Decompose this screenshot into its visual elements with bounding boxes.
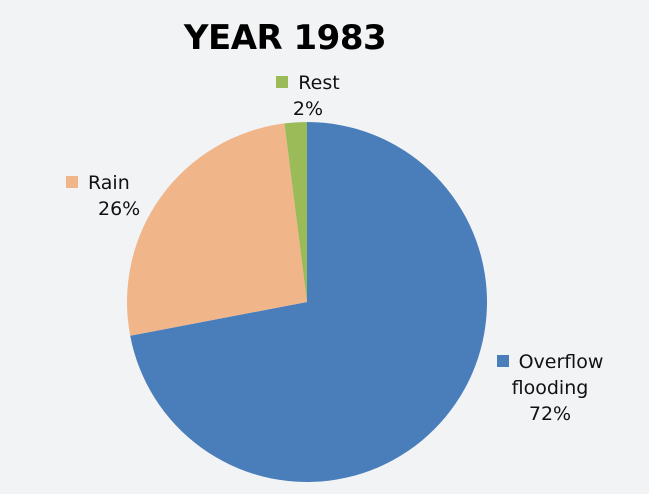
label-rain-name: Rain [88, 172, 130, 194]
slice-overflow-flooding [130, 122, 487, 482]
slice-rain [126, 123, 307, 336]
legend-swatch-rain [66, 176, 78, 188]
label-rest-name: Rest [298, 72, 340, 94]
label-rest-pct: 2% [292, 98, 324, 120]
legend-swatch-overflow [496, 355, 509, 367]
label-overflow-name-2: flooding [511, 377, 589, 399]
slice-rest [284, 122, 307, 302]
label-rain: Rain 26% [66, 170, 156, 222]
chart-title: YEAR 1983 [183, 18, 387, 58]
label-rain-pct: 26% [98, 198, 141, 220]
legend-swatch-rest [276, 76, 289, 88]
label-overflow-name-1: Overflow [518, 351, 604, 373]
label-overflow-flooding: Overflow flooding 72% [480, 349, 620, 427]
label-overflow-pct: 72% [528, 403, 572, 425]
label-rest: Rest 2% [258, 70, 358, 122]
